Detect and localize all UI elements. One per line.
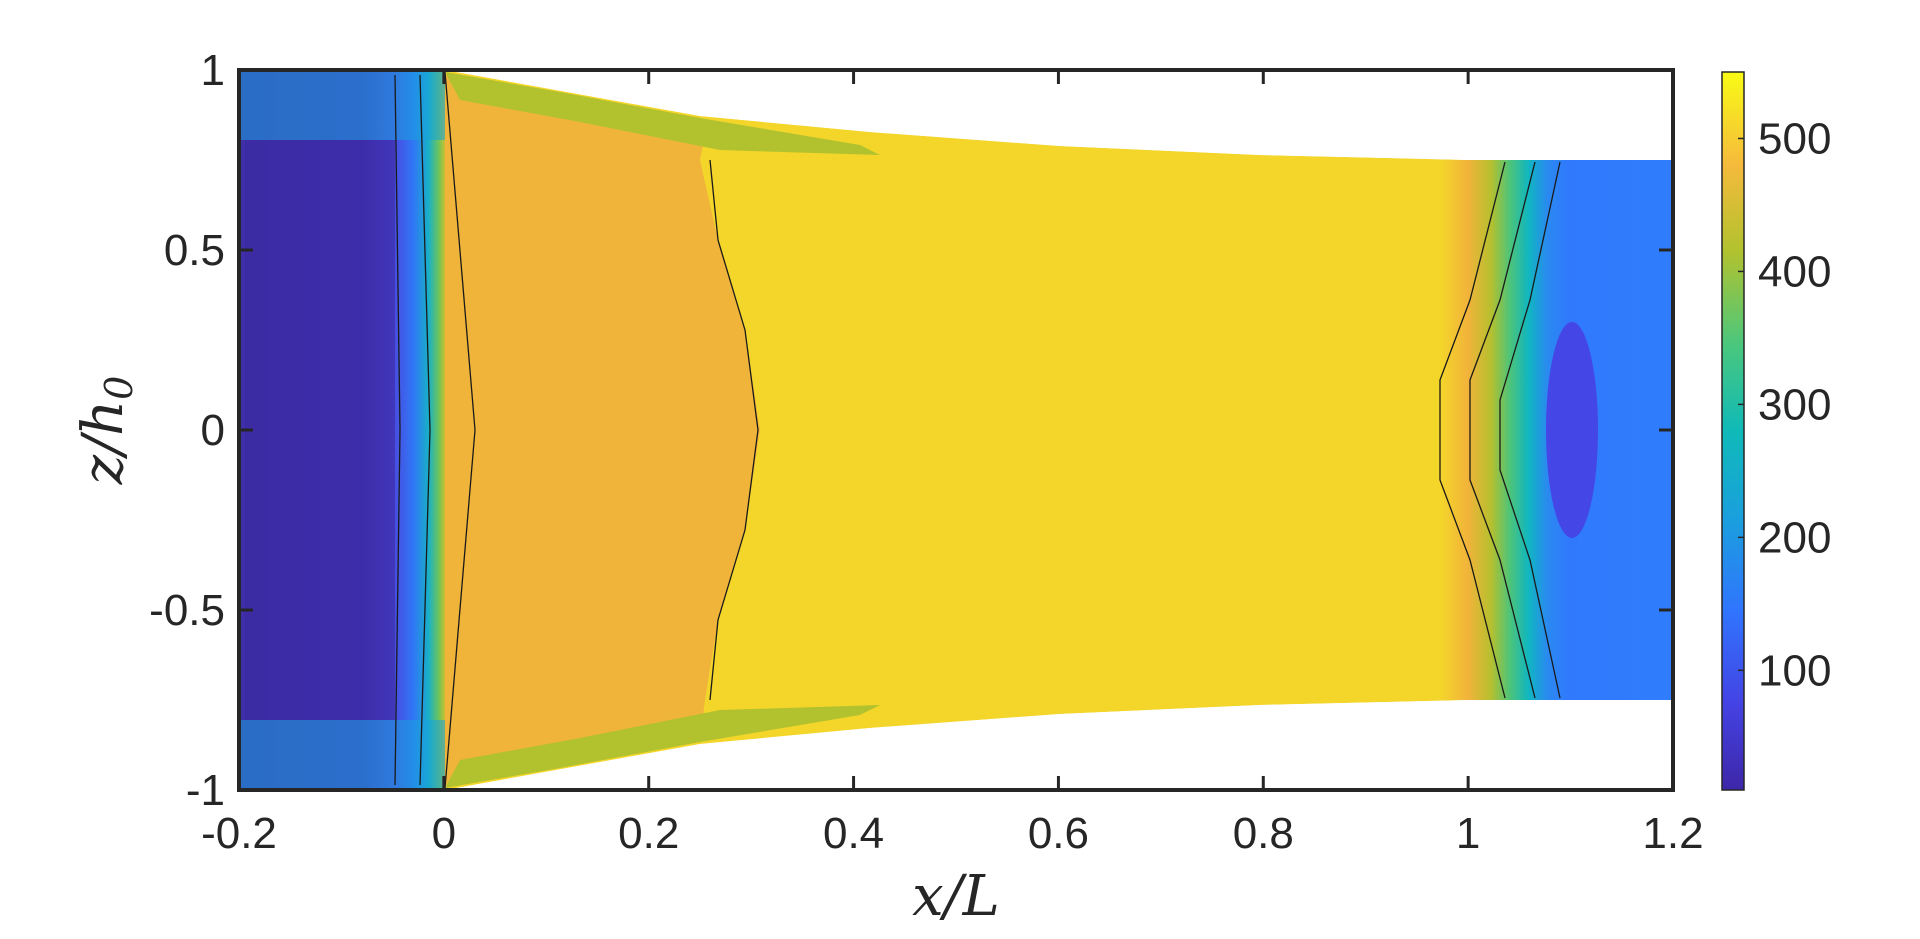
lower-wall-mask xyxy=(445,700,1673,790)
x-ticks: -0.2 0 0.2 0.4 0.6 0.8 1 1.2 xyxy=(201,70,1704,858)
x-axis-title: x/L xyxy=(912,864,1000,929)
colorbar-tick-label: 400 xyxy=(1758,247,1831,296)
y-ticks: -1 -0.5 0 0.5 1 xyxy=(149,46,1673,815)
orange-zone xyxy=(430,72,760,788)
x-tick-label: -0.2 xyxy=(201,809,277,858)
y-tick-label: -0.5 xyxy=(149,586,225,635)
outlet-low-core xyxy=(1546,322,1598,538)
upper-streak xyxy=(445,72,880,155)
x-tick-label: 1 xyxy=(1456,809,1480,858)
colorbar-tick-label: 100 xyxy=(1758,646,1831,695)
inlet-top-band xyxy=(239,70,445,140)
x-tick-label: 1.2 xyxy=(1642,809,1703,858)
inlet-core xyxy=(245,140,395,720)
x-tick-label: 0.6 xyxy=(1028,809,1089,858)
x-tick-label: 0.8 xyxy=(1233,809,1294,858)
colorbar-tick-label: 500 xyxy=(1758,114,1831,163)
y-tick-label: -1 xyxy=(186,766,225,815)
colorbar-tick-label: 300 xyxy=(1758,380,1831,429)
colorbar-tick-label: 200 xyxy=(1758,513,1831,562)
channel-core xyxy=(445,70,1673,790)
lower-streak xyxy=(445,705,880,788)
y-axis-title: z/h0 xyxy=(71,376,141,486)
colorbar-frame xyxy=(1721,71,1745,791)
contour-lines xyxy=(394,71,1561,789)
y-tick-label: 0 xyxy=(201,406,225,455)
inlet-bottom-band xyxy=(239,720,445,790)
upper-wall-mask xyxy=(445,70,1673,160)
y-tick-label: 0.5 xyxy=(164,226,225,275)
colorbar-ticks: 100 200 300 400 500 xyxy=(1738,114,1831,695)
colorbar xyxy=(1722,72,1744,790)
x-tick-label: 0.4 xyxy=(823,809,884,858)
x-tick-label: 0.2 xyxy=(618,809,679,858)
y-tick-label: 1 xyxy=(201,46,225,95)
x-tick-label: 0 xyxy=(432,809,456,858)
